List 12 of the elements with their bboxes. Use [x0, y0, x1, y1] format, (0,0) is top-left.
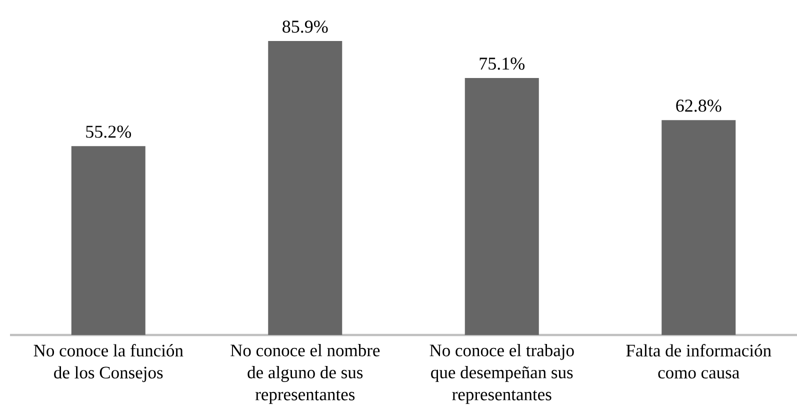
bar [464, 78, 539, 335]
x-tick-label: No conoce el trabajo que desempeñan sus representantes [430, 344, 574, 404]
x-tick-label: No conoce el nombre de alguno de sus representantes [230, 344, 380, 404]
data-label: 75.1% [480, 58, 525, 70]
data-label: 85.9% [282, 20, 328, 33]
x-tick-label: No conoce la función de los Consejos [34, 344, 184, 382]
bar [71, 146, 146, 335]
bar [662, 120, 736, 335]
bar [268, 41, 342, 335]
data-label: 62.8% [676, 100, 722, 112]
data-label: 55.2% [86, 126, 132, 138]
x-tick-label: Falta de información como causa [626, 344, 772, 379]
